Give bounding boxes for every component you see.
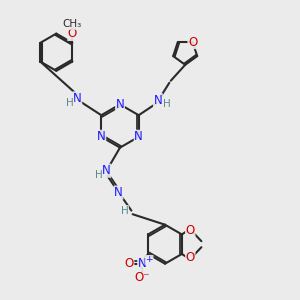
Text: H: H	[94, 169, 102, 180]
Text: H: H	[66, 98, 74, 108]
Text: O: O	[186, 224, 195, 237]
Text: N: N	[97, 130, 106, 143]
Text: N: N	[138, 257, 146, 270]
Text: O: O	[188, 35, 197, 49]
Text: H: H	[163, 99, 171, 109]
Text: O: O	[186, 251, 195, 264]
Text: O: O	[124, 257, 134, 270]
Text: N: N	[154, 94, 162, 107]
Text: N: N	[134, 130, 143, 143]
Text: +: +	[146, 256, 153, 265]
Text: O⁻: O⁻	[134, 271, 150, 284]
Text: N: N	[114, 186, 123, 199]
Text: O: O	[68, 27, 77, 40]
Text: H: H	[121, 206, 128, 216]
Text: N: N	[102, 164, 111, 177]
Text: N: N	[73, 92, 82, 105]
Text: CH₃: CH₃	[63, 19, 82, 29]
Text: N: N	[116, 98, 124, 111]
